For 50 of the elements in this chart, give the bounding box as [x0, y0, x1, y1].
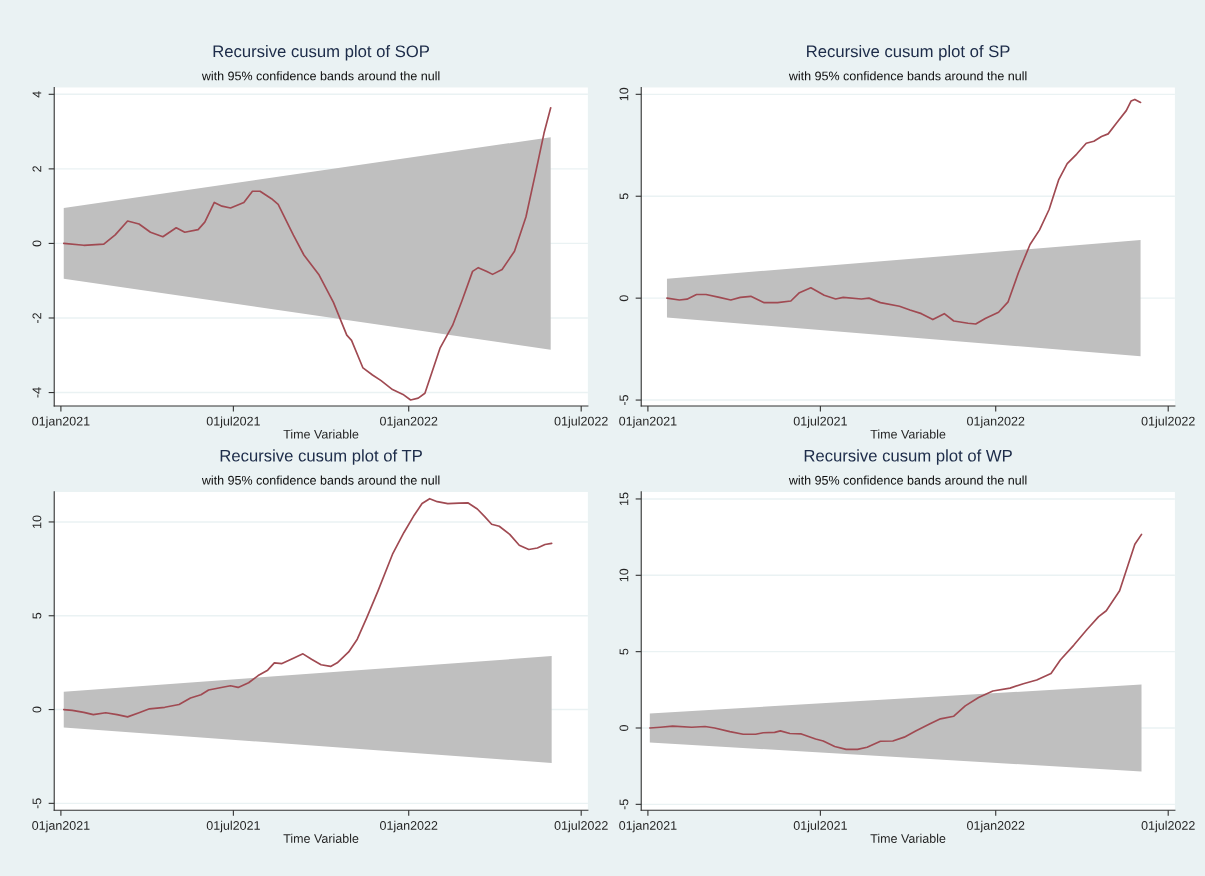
- y-tick-label: 10: [619, 568, 629, 582]
- x-axis-title: Time Variable: [283, 833, 359, 843]
- line-series: [62, 106, 552, 401]
- line-series: [666, 98, 1142, 325]
- x-tick-label: 01jan2022: [380, 416, 438, 429]
- x-tick-label: 01jan2022: [967, 820, 1025, 833]
- chart-title: Recursive cusum plot of WP: [804, 449, 1012, 465]
- x-axis-title: Time Variable: [283, 429, 359, 439]
- x-tick-label: 01jul2021: [793, 416, 847, 429]
- x-tick-label: 01jan2022: [967, 416, 1025, 429]
- y-tick-label: 15: [619, 492, 629, 505]
- x-tick-label: 01jan2021: [32, 416, 90, 429]
- y-tick-label: 4: [32, 91, 42, 98]
- chart-subtitle: with 95% confidence bands around the null: [201, 71, 440, 81]
- x-tick-label: 01jul2021: [206, 416, 260, 429]
- chart-subtitle: with 95% confidence bands around the null: [788, 475, 1027, 485]
- y-tick-label: 10: [32, 515, 42, 528]
- y-tick-label: 5: [619, 648, 629, 655]
- y-tick-label: -5: [32, 798, 42, 809]
- y-tick-label: 10: [619, 87, 629, 101]
- y-tick-label: 0: [32, 240, 42, 247]
- x-tick-label: 01jul2022: [554, 416, 608, 429]
- y-tick-label: -2: [32, 313, 42, 323]
- chart-title: Recursive cusum plot of SOP: [213, 45, 430, 61]
- x-tick-label: 01jan2022: [380, 820, 438, 833]
- x-tick-label: 01jul2022: [554, 820, 608, 833]
- y-tick-label: 0: [619, 725, 629, 731]
- y-tick-label: 5: [32, 612, 42, 619]
- chart-subtitle: with 95% confidence bands around the null: [201, 475, 440, 485]
- line-series: [648, 533, 1143, 751]
- x-tick-label: 01jul2022: [1141, 820, 1195, 833]
- chart-subtitle: with 95% confidence bands around the null: [788, 71, 1027, 81]
- chart-title: Recursive cusum plot of SP: [807, 45, 1010, 61]
- x-tick-label: 01jan2021: [619, 820, 677, 833]
- x-tick-label: 01jan2021: [619, 416, 677, 429]
- y-tick-label: 0: [32, 706, 42, 713]
- x-axis-title: Time Variable: [870, 833, 946, 843]
- x-tick-label: 01jul2021: [793, 820, 847, 833]
- chart-title: Recursive cusum plot of TP: [220, 449, 422, 465]
- y-tick-label: 5: [619, 193, 629, 200]
- y-tick-label: -5: [619, 395, 629, 406]
- x-tick-label: 01jul2021: [206, 820, 260, 833]
- x-tick-label: 01jul2022: [1141, 416, 1195, 429]
- x-axis-title: Time Variable: [870, 429, 946, 439]
- y-tick-label: -4: [32, 387, 42, 398]
- y-tick-label: 0: [619, 295, 629, 302]
- x-tick-label: 01jan2021: [32, 820, 90, 833]
- y-tick-label: -5: [619, 799, 629, 810]
- line-series: [62, 497, 553, 718]
- y-tick-label: 2: [32, 166, 42, 172]
